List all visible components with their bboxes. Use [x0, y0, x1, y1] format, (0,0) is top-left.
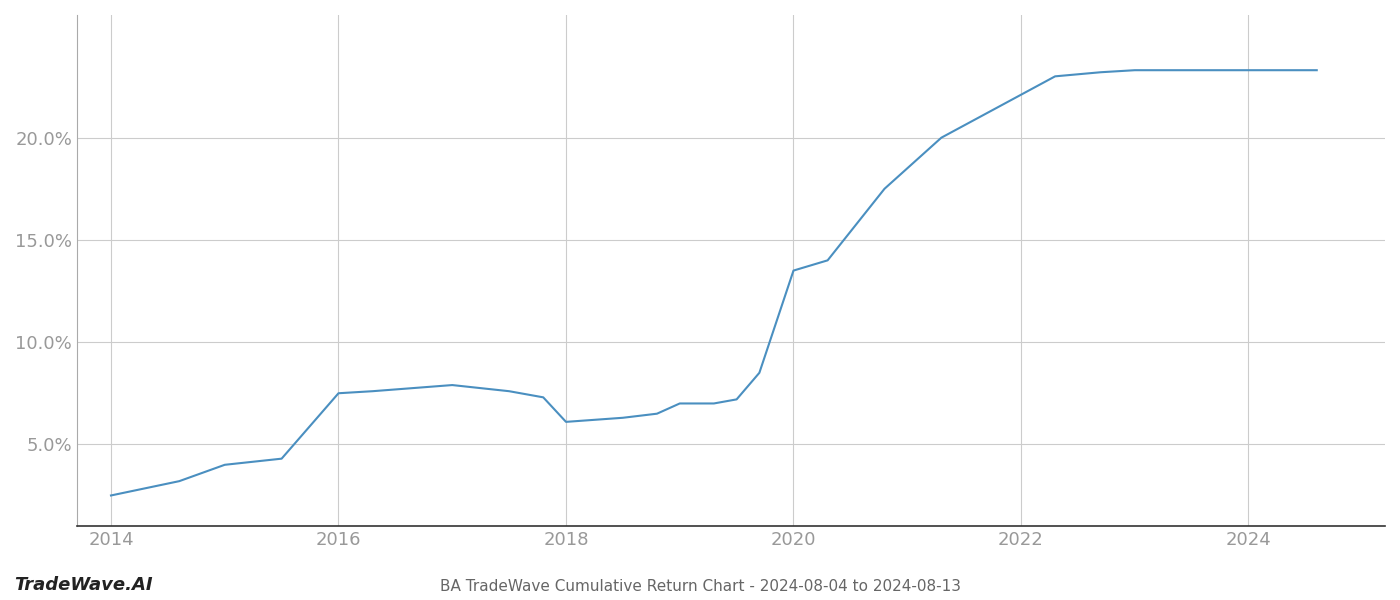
Text: BA TradeWave Cumulative Return Chart - 2024-08-04 to 2024-08-13: BA TradeWave Cumulative Return Chart - 2… [440, 579, 960, 594]
Text: TradeWave.AI: TradeWave.AI [14, 576, 153, 594]
